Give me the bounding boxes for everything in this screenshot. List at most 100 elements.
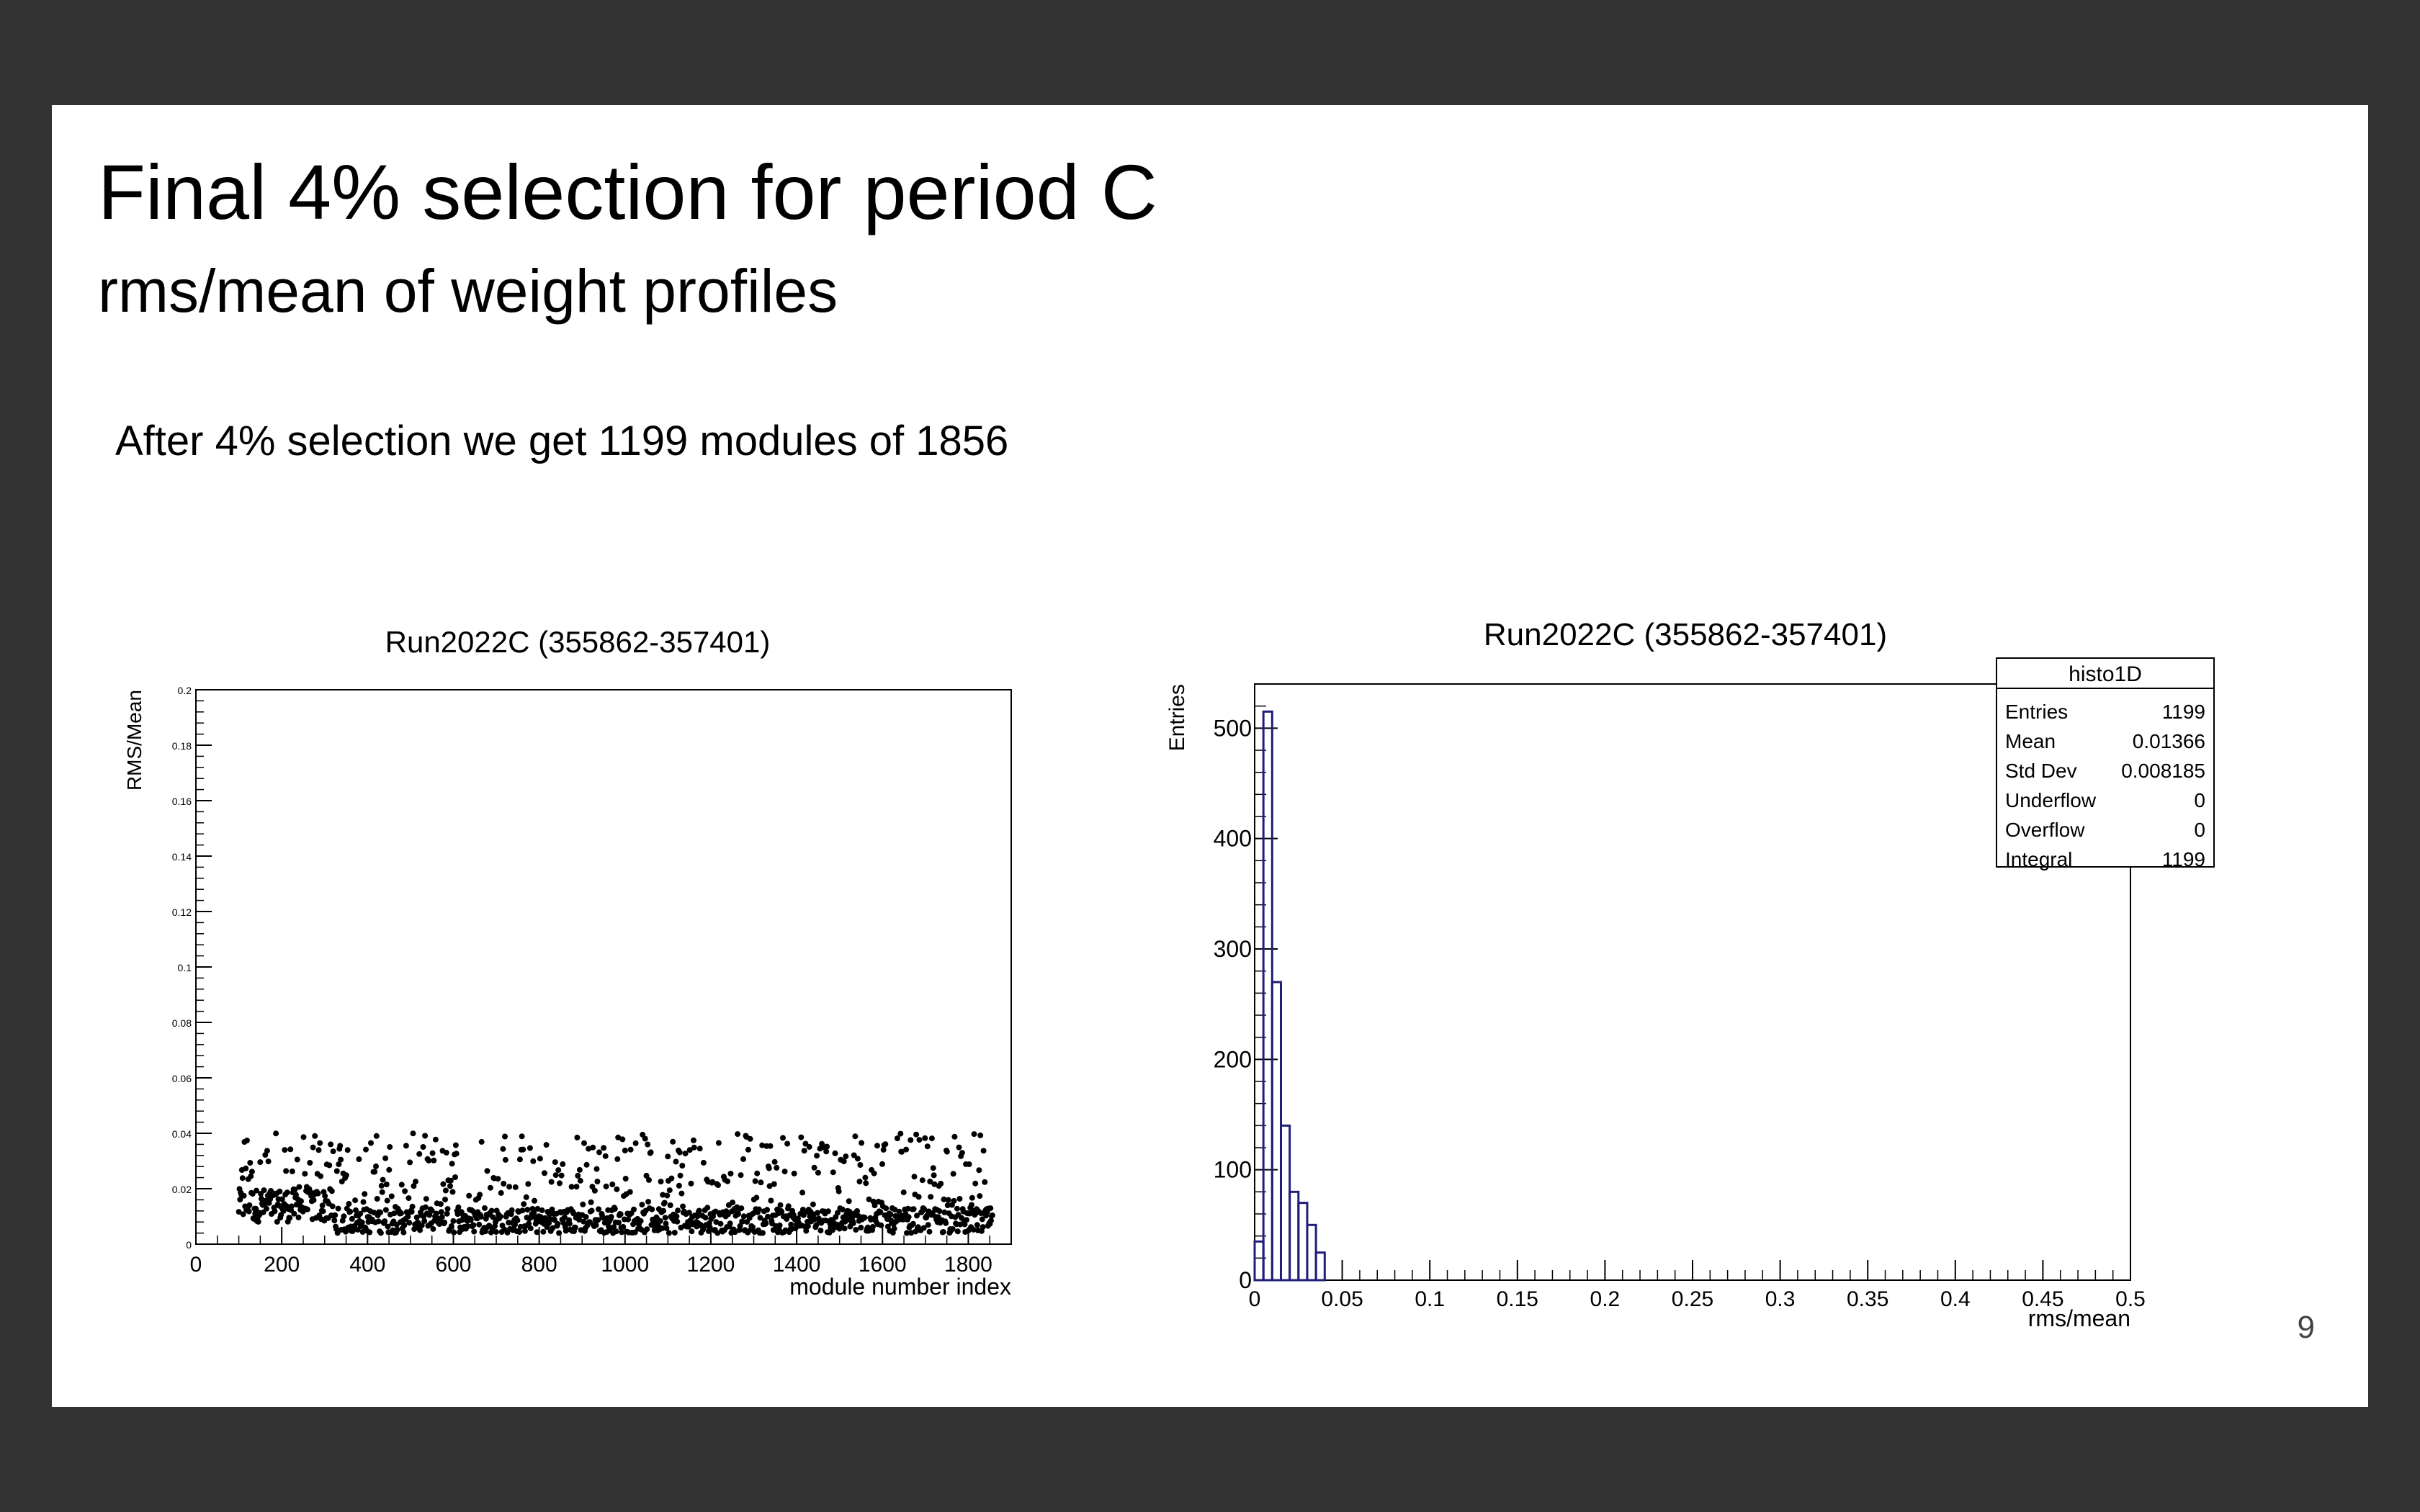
scatter-point xyxy=(880,1146,887,1153)
scatter-point xyxy=(673,1158,679,1165)
scatter-point xyxy=(725,1178,731,1184)
scatter-point xyxy=(447,1177,454,1184)
scatter-point xyxy=(977,1132,984,1138)
scatter-point xyxy=(740,1156,746,1162)
scatter-point xyxy=(437,1201,444,1207)
scatter-point xyxy=(649,1206,655,1212)
scatter-point xyxy=(956,1196,963,1202)
scatter-point xyxy=(619,1229,625,1236)
scatter-point xyxy=(341,1213,347,1220)
scatter-point xyxy=(379,1189,385,1195)
scatter-point xyxy=(714,1230,721,1236)
scatter-point xyxy=(532,1197,537,1204)
scatter-point xyxy=(696,1207,702,1214)
scatter-point xyxy=(337,1143,344,1149)
scatter-point xyxy=(846,1208,853,1215)
scatter-point xyxy=(382,1155,389,1161)
scatter-point xyxy=(394,1226,400,1233)
scatter-point xyxy=(823,1148,830,1155)
scatter-point xyxy=(877,1209,884,1215)
scatter-point xyxy=(388,1193,395,1200)
scatter-point xyxy=(241,1192,247,1199)
scatter-point xyxy=(609,1182,616,1187)
scatter-point xyxy=(815,1169,821,1176)
scatter-point xyxy=(717,1220,724,1227)
scatter-y-tick-label: 0.04 xyxy=(172,1128,192,1140)
scatter-y-tick-label: 0.08 xyxy=(172,1017,192,1029)
scatter-point xyxy=(315,1147,322,1153)
scatter-point xyxy=(661,1200,668,1206)
scatter-point xyxy=(548,1179,555,1185)
histogram-x-tick-label: 0.1 xyxy=(1415,1287,1445,1311)
scatter-point xyxy=(595,1217,601,1223)
scatter-point xyxy=(771,1181,777,1187)
scatter-point xyxy=(914,1212,920,1219)
scatter-point xyxy=(671,1230,678,1236)
scatter-point xyxy=(752,1178,758,1184)
scatter-point xyxy=(962,1221,968,1228)
scatter-point xyxy=(768,1197,774,1204)
scatter-point xyxy=(319,1202,326,1209)
scatter-point xyxy=(891,1225,897,1232)
scatter-x-tick-label: 800 xyxy=(521,1253,557,1277)
scatter-point xyxy=(954,1205,960,1212)
scatter-point xyxy=(679,1163,686,1169)
scatter-point xyxy=(572,1224,578,1230)
scatter-point xyxy=(367,1229,373,1236)
scatter-point xyxy=(637,1218,644,1224)
scatter-point xyxy=(331,1218,338,1224)
scatter-point xyxy=(750,1224,756,1230)
scatter-point xyxy=(455,1204,462,1210)
scatter-point xyxy=(957,1221,964,1228)
scatter-point xyxy=(987,1205,994,1212)
histogram-bar xyxy=(1253,1240,1265,1282)
scatter-point xyxy=(928,1135,935,1142)
scatter-point xyxy=(682,1151,689,1157)
scatter-point xyxy=(591,1187,598,1194)
scatter-point xyxy=(291,1210,297,1217)
scatter-point xyxy=(484,1168,490,1174)
scatter-point xyxy=(413,1179,418,1185)
scatter-point xyxy=(402,1188,408,1194)
histogram-x-tick-label: 0.3 xyxy=(1765,1287,1796,1311)
scatter-point xyxy=(239,1175,246,1182)
histogram-bar xyxy=(1289,1190,1300,1282)
histogram-bar xyxy=(1279,1124,1291,1282)
scatter-point xyxy=(951,1133,958,1140)
scatter-point xyxy=(855,1212,861,1219)
scatter-point xyxy=(825,1208,831,1215)
histogram-x-tick-label: 0.05 xyxy=(1321,1287,1363,1311)
scatter-point xyxy=(576,1217,582,1223)
histogram-y-tick-label: 500 xyxy=(1214,715,1252,741)
scatter-point xyxy=(691,1137,696,1143)
scatter-point xyxy=(426,1212,433,1218)
scatter-point xyxy=(954,1228,961,1235)
scatter-point xyxy=(519,1207,526,1214)
scatter-point xyxy=(863,1180,869,1187)
scatter-point xyxy=(573,1184,580,1190)
scatter-point xyxy=(920,1225,927,1231)
scatter-point xyxy=(817,1228,824,1234)
scatter-point xyxy=(632,1140,639,1146)
scatter-point xyxy=(896,1208,902,1215)
scatter-point xyxy=(859,1140,865,1146)
scatter-point xyxy=(265,1158,272,1165)
scatter-point xyxy=(335,1205,341,1212)
scatter-point xyxy=(647,1149,654,1156)
scatter-y-tick-label: 0.18 xyxy=(172,740,192,752)
scatter-point xyxy=(614,1186,620,1192)
scatter-point xyxy=(521,1228,528,1234)
scatter-point xyxy=(328,1141,334,1148)
scatter-point xyxy=(776,1222,783,1228)
histogram-y-tick-label: 200 xyxy=(1214,1046,1252,1072)
scatter-point xyxy=(391,1210,398,1217)
scatter-point xyxy=(596,1206,602,1212)
scatter-point xyxy=(644,1226,650,1233)
scatter-point xyxy=(926,1228,933,1235)
scatter-point xyxy=(542,1170,547,1176)
scatter-point xyxy=(398,1210,404,1217)
scatter-point xyxy=(590,1144,596,1151)
scatter-point xyxy=(738,1205,745,1212)
scatter-point xyxy=(497,1213,503,1220)
scatter-point xyxy=(557,1180,563,1187)
